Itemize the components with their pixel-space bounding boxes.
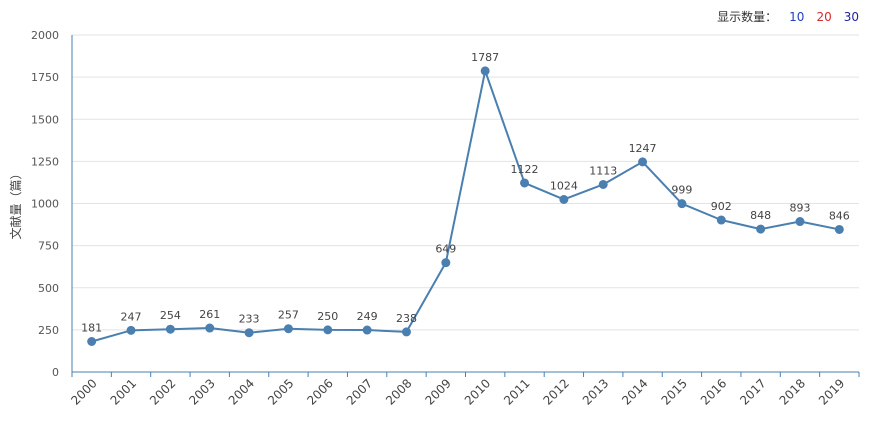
display-count-option-30[interactable]: 30	[843, 9, 859, 24]
display-count-option-20[interactable]: 20	[816, 9, 832, 24]
data-point-2013	[598, 179, 608, 189]
x-tick-label-2016: 2016	[698, 376, 729, 407]
data-label-2002: 254	[160, 309, 181, 322]
x-tick-label-2010: 2010	[462, 376, 493, 407]
data-label-2016: 902	[711, 200, 732, 213]
data-label-2010: 1787	[471, 51, 499, 64]
x-tick-label-2000: 2000	[68, 376, 99, 407]
data-point-2012	[559, 194, 569, 204]
x-tick-label-2003: 2003	[186, 376, 217, 407]
x-tick-label-2018: 2018	[777, 376, 808, 407]
data-label-2011: 1122	[511, 163, 539, 176]
data-point-2002	[165, 324, 175, 334]
data-label-2004: 233	[239, 313, 260, 326]
data-label-2013: 1113	[589, 164, 617, 177]
data-label-2008: 238	[396, 312, 417, 325]
y-tick-label-1750: 1750	[31, 71, 59, 84]
data-point-2005	[283, 324, 293, 334]
y-tick-label-500: 500	[38, 282, 59, 295]
data-label-2018: 893	[789, 202, 810, 215]
x-tick-label-2011: 2011	[501, 376, 532, 407]
data-point-2019	[834, 224, 844, 234]
data-label-2019: 846	[829, 209, 850, 222]
data-label-2005: 257	[278, 309, 299, 322]
data-label-2012: 1024	[550, 179, 578, 192]
display-count-option-10[interactable]: 10	[789, 9, 805, 24]
series-line-0	[91, 69, 840, 343]
display-count-control: 显示数量： 10 20 30	[717, 8, 859, 25]
x-tick-label-2012: 2012	[540, 376, 571, 407]
data-point-2009	[441, 258, 451, 268]
x-tick-label-2001: 2001	[108, 376, 139, 407]
data-point-2007	[362, 325, 372, 335]
x-tick-label-2014: 2014	[619, 376, 650, 407]
data-point-2017	[756, 224, 766, 234]
data-label-2000: 181	[81, 322, 102, 335]
data-point-2001	[126, 325, 136, 335]
data-point-2010	[480, 66, 490, 76]
y-tick-label-1500: 1500	[31, 113, 59, 126]
x-tick-label-2005: 2005	[265, 376, 296, 407]
x-tick-label-2017: 2017	[737, 376, 768, 407]
x-tick-label-2007: 2007	[344, 376, 375, 407]
data-label-2003: 261	[199, 308, 220, 321]
x-tick-label-2008: 2008	[383, 376, 414, 407]
x-tick-label-2002: 2002	[147, 376, 178, 407]
display-count-label: 显示数量：	[717, 10, 778, 24]
data-label-2017: 848	[750, 209, 771, 222]
data-label-2007: 249	[357, 310, 378, 323]
data-point-2006	[323, 325, 333, 335]
y-tick-label-0: 0	[52, 366, 59, 379]
x-tick-label-2009: 2009	[422, 376, 453, 407]
data-point-2011	[520, 178, 530, 188]
data-point-2008	[401, 327, 411, 337]
data-point-2000	[87, 337, 97, 347]
y-tick-label-1250: 1250	[31, 155, 59, 168]
data-label-2015: 999	[671, 184, 692, 197]
data-label-2014: 1247	[629, 142, 657, 155]
data-point-2004	[244, 328, 254, 338]
y-tick-label-750: 750	[38, 240, 59, 253]
data-point-2003	[205, 323, 215, 333]
data-label-2006: 250	[317, 310, 338, 323]
y-axis-label: 文献量（篇）	[8, 167, 23, 239]
data-point-2016	[716, 215, 726, 225]
y-tick-label-250: 250	[38, 324, 59, 337]
data-point-2014	[638, 157, 648, 167]
data-label-2001: 247	[121, 310, 142, 323]
data-point-2018	[795, 217, 805, 227]
data-label-2009: 649	[435, 243, 456, 256]
y-tick-label-2000: 2000	[31, 29, 59, 42]
x-tick-label-2006: 2006	[304, 376, 335, 407]
data-point-2015	[677, 199, 687, 209]
y-tick-label-1000: 1000	[31, 198, 59, 211]
x-tick-label-2004: 2004	[226, 376, 257, 407]
x-tick-label-2015: 2015	[659, 376, 690, 407]
x-tick-label-2019: 2019	[816, 376, 847, 407]
x-tick-label-2013: 2013	[580, 376, 611, 407]
